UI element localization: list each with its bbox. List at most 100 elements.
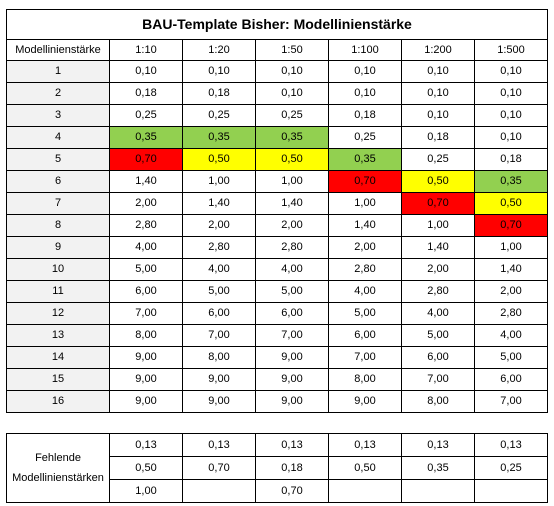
row-number-cell[interactable]: 5 (6, 148, 110, 171)
missing-value-cell[interactable]: 0,50 (109, 456, 183, 480)
row-number-cell[interactable]: 2 (6, 82, 110, 105)
value-cell[interactable]: 0,70 (401, 192, 475, 215)
value-cell[interactable]: 2,00 (474, 280, 548, 303)
row-number-cell[interactable]: 15 (6, 368, 110, 391)
missing-value-cell[interactable]: 0,13 (182, 433, 256, 457)
missing-value-cell[interactable]: 0,13 (328, 433, 402, 457)
value-cell[interactable]: 5,00 (255, 280, 329, 303)
value-cell[interactable]: 5,00 (401, 324, 475, 347)
value-cell[interactable]: 9,00 (255, 390, 329, 413)
value-cell[interactable]: 0,25 (109, 104, 183, 127)
value-cell[interactable]: 1,40 (401, 236, 475, 259)
value-cell[interactable]: 0,10 (401, 82, 475, 105)
value-cell[interactable]: 1,40 (328, 214, 402, 237)
value-cell[interactable]: 0,18 (474, 148, 548, 171)
value-cell[interactable]: 0,35 (474, 170, 548, 193)
value-cell[interactable]: 0,10 (328, 82, 402, 105)
value-cell[interactable]: 0,25 (401, 148, 475, 171)
row-number-cell[interactable]: 7 (6, 192, 110, 215)
value-cell[interactable]: 4,00 (401, 302, 475, 325)
value-cell[interactable]: 0,50 (182, 148, 256, 171)
value-cell[interactable]: 0,10 (328, 60, 402, 83)
value-cell[interactable]: 0,10 (255, 82, 329, 105)
scale-header-cell[interactable]: 1:200 (401, 39, 475, 61)
value-cell[interactable]: 2,80 (109, 214, 183, 237)
missing-value-cell[interactable]: 0,13 (255, 433, 329, 457)
value-cell[interactable]: 7,00 (474, 390, 548, 413)
value-cell[interactable]: 2,00 (182, 214, 256, 237)
value-cell[interactable]: 7,00 (182, 324, 256, 347)
missing-value-cell[interactable]: 1,00 (109, 479, 183, 503)
value-cell[interactable]: 0,10 (474, 104, 548, 127)
value-cell[interactable]: 0,35 (328, 148, 402, 171)
row-number-cell[interactable]: 6 (6, 170, 110, 193)
missing-value-cell[interactable]: 0,18 (255, 456, 329, 480)
value-cell[interactable]: 4,00 (109, 236, 183, 259)
missing-label-cell[interactable]: Fehlende Modellinienstärken (6, 433, 110, 503)
row-number-cell[interactable]: 13 (6, 324, 110, 347)
value-cell[interactable]: 0,25 (182, 104, 256, 127)
scale-header-cell[interactable]: 1:20 (182, 39, 256, 61)
value-cell[interactable]: 8,00 (182, 346, 256, 369)
value-cell[interactable]: 0,18 (182, 82, 256, 105)
value-cell[interactable]: 0,18 (401, 126, 475, 149)
value-cell[interactable]: 9,00 (328, 390, 402, 413)
value-cell[interactable]: 1,00 (255, 170, 329, 193)
value-cell[interactable]: 9,00 (109, 368, 183, 391)
missing-value-cell[interactable] (328, 479, 402, 503)
value-cell[interactable]: 0,50 (474, 192, 548, 215)
missing-value-cell[interactable]: 0,25 (474, 456, 548, 480)
value-cell[interactable]: 0,10 (474, 82, 548, 105)
missing-value-cell[interactable]: 0,13 (474, 433, 548, 457)
value-cell[interactable]: 0,70 (474, 214, 548, 237)
value-cell[interactable]: 6,00 (474, 368, 548, 391)
value-cell[interactable]: 1,00 (328, 192, 402, 215)
value-cell[interactable]: 0,10 (474, 126, 548, 149)
value-cell[interactable]: 9,00 (182, 390, 256, 413)
value-cell[interactable]: 2,00 (401, 258, 475, 281)
value-cell[interactable]: 4,00 (255, 258, 329, 281)
value-cell[interactable]: 0,10 (182, 60, 256, 83)
value-cell[interactable]: 9,00 (109, 346, 183, 369)
value-cell[interactable]: 2,00 (109, 192, 183, 215)
value-cell[interactable]: 0,10 (255, 60, 329, 83)
value-cell[interactable]: 1,40 (474, 258, 548, 281)
value-cell[interactable]: 2,80 (182, 236, 256, 259)
row-number-cell[interactable]: 11 (6, 280, 110, 303)
scale-header-cell[interactable]: 1:100 (328, 39, 402, 61)
value-cell[interactable]: 0,25 (328, 126, 402, 149)
value-cell[interactable]: 0,35 (255, 126, 329, 149)
value-cell[interactable]: 6,00 (109, 280, 183, 303)
row-number-cell[interactable]: 3 (6, 104, 110, 127)
value-cell[interactable]: 2,80 (328, 258, 402, 281)
value-cell[interactable]: 2,80 (255, 236, 329, 259)
value-cell[interactable]: 4,00 (474, 324, 548, 347)
value-cell[interactable]: 8,00 (109, 324, 183, 347)
value-cell[interactable]: 1,00 (474, 236, 548, 259)
row-number-cell[interactable]: 12 (6, 302, 110, 325)
value-cell[interactable]: 9,00 (255, 368, 329, 391)
value-cell[interactable]: 4,00 (182, 258, 256, 281)
row-number-cell[interactable]: 8 (6, 214, 110, 237)
row-number-cell[interactable]: 9 (6, 236, 110, 259)
value-cell[interactable]: 9,00 (255, 346, 329, 369)
value-cell[interactable]: 0,10 (401, 60, 475, 83)
value-cell[interactable]: 2,00 (255, 214, 329, 237)
value-cell[interactable]: 1,40 (109, 170, 183, 193)
value-cell[interactable]: 6,00 (328, 324, 402, 347)
value-cell[interactable]: 0,10 (401, 104, 475, 127)
value-cell[interactable]: 7,00 (401, 368, 475, 391)
value-cell[interactable]: 5,00 (182, 280, 256, 303)
value-cell[interactable]: 1,00 (401, 214, 475, 237)
row-number-cell[interactable]: 16 (6, 390, 110, 413)
value-cell[interactable]: 1,40 (255, 192, 329, 215)
value-cell[interactable]: 2,80 (401, 280, 475, 303)
value-cell[interactable]: 9,00 (182, 368, 256, 391)
value-cell[interactable]: 5,00 (474, 346, 548, 369)
corner-header-cell[interactable]: Modellinienstärke (6, 39, 110, 61)
scale-header-cell[interactable]: 1:500 (474, 39, 548, 61)
value-cell[interactable]: 0,18 (328, 104, 402, 127)
value-cell[interactable]: 7,00 (255, 324, 329, 347)
value-cell[interactable]: 0,70 (328, 170, 402, 193)
row-number-cell[interactable]: 4 (6, 126, 110, 149)
